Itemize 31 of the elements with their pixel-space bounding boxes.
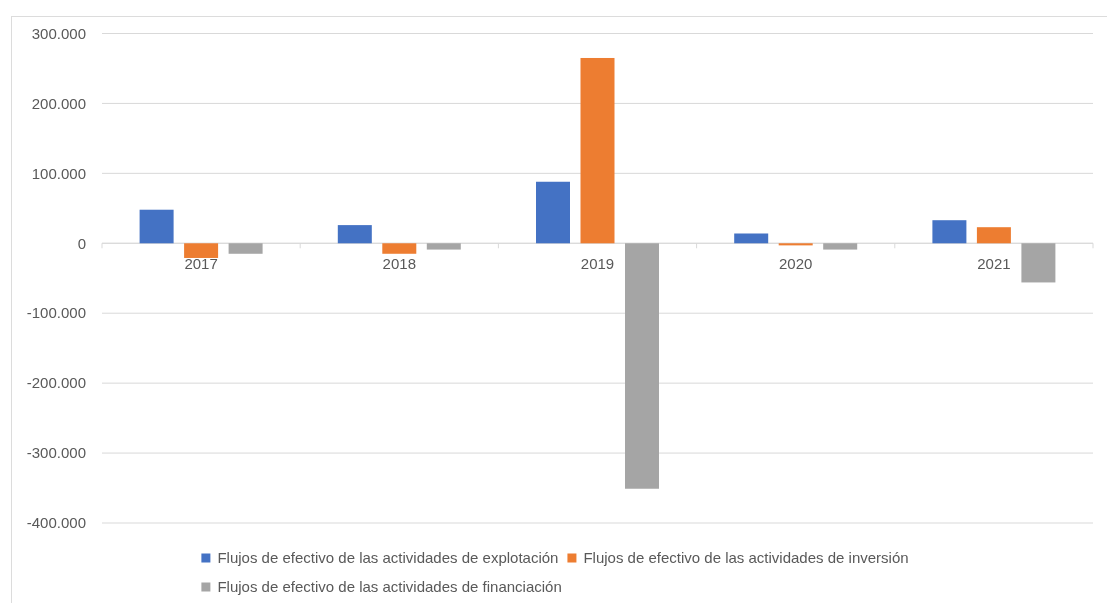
y-tick-label: -400.000 (26, 514, 86, 532)
bar (823, 243, 858, 250)
bar (580, 57, 615, 244)
legend-label: Flujos de efectivo de las actividades de financiación (217, 578, 562, 596)
x-tick-label: 2021 (977, 255, 1011, 273)
bar (932, 220, 967, 244)
bar (625, 243, 659, 489)
y-tick-label: 0 (77, 234, 86, 252)
x-tick-label: 2017 (184, 255, 218, 273)
x-tick-label: 2018 (382, 255, 416, 273)
y-tick-label: -300.000 (26, 444, 86, 462)
bar (976, 227, 1011, 244)
bar (1021, 243, 1056, 283)
y-tick-label: 200.000 (31, 94, 86, 112)
bar (734, 233, 769, 244)
legend-label: Flujos de efectivo de las actividades de inversión (583, 549, 909, 567)
bar (778, 243, 813, 246)
y-tick-label: -200.000 (26, 374, 86, 392)
x-tick-label: 2020 (779, 255, 813, 273)
bar (139, 209, 174, 244)
bar (382, 243, 417, 254)
bar (536, 181, 570, 244)
bar (337, 225, 372, 244)
bar (184, 243, 219, 258)
y-tick-label: 300.000 (31, 24, 86, 42)
x-tick-label: 2019 (580, 255, 615, 273)
bar (426, 243, 461, 250)
bar (228, 243, 263, 254)
y-tick-label: 100.000 (31, 164, 86, 182)
y-tick-label: -100.000 (26, 304, 86, 322)
legend-label: Flujos de efectivo de las actividades de explotación (217, 549, 559, 567)
